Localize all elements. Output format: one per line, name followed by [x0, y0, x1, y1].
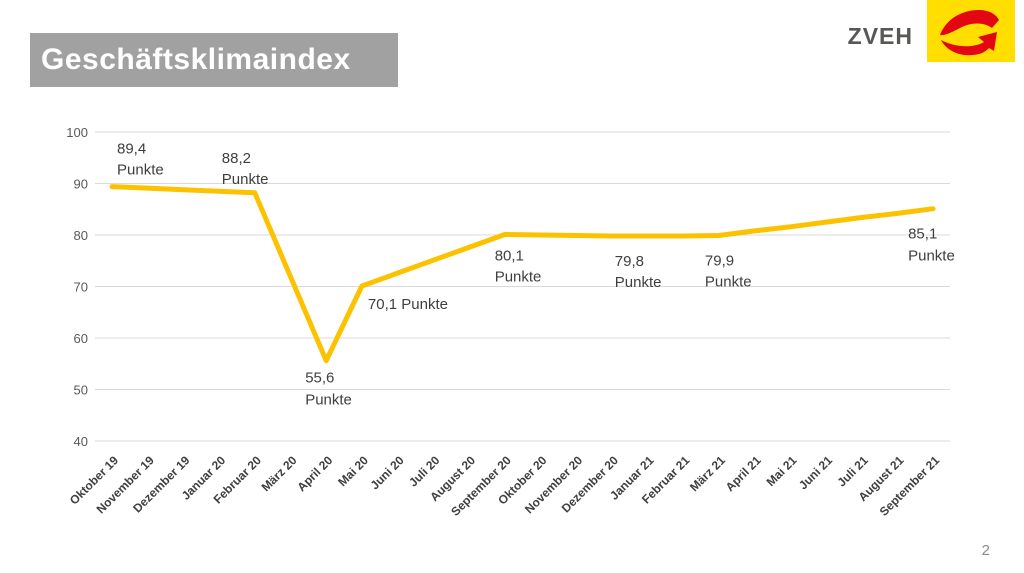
data-label: 80,1	[495, 247, 524, 264]
data-label: 89,4	[117, 141, 146, 158]
y-axis-label: 90	[74, 177, 88, 192]
data-label: 85,1	[908, 226, 937, 243]
data-label: Punkte	[305, 392, 352, 409]
y-axis-label: 100	[66, 125, 88, 140]
page-number: 2	[981, 542, 990, 559]
x-axis-label: Mai 20	[335, 453, 371, 489]
x-axis-label: Juni 20	[368, 453, 407, 492]
data-label: 79,9	[705, 253, 734, 270]
trend-line	[109, 184, 936, 364]
zveh-logo: ZVEH	[848, 0, 1015, 62]
data-label: 70,1 Punkte	[368, 296, 448, 313]
y-axis-label: 40	[74, 434, 88, 449]
zveh-logo-icon	[927, 0, 1015, 62]
x-axis-label: März 20	[259, 453, 300, 494]
y-axis-label: 60	[74, 331, 88, 346]
y-axis-label: 80	[74, 228, 88, 243]
data-label: Punkte	[222, 171, 269, 188]
y-axis-label: 70	[74, 280, 88, 295]
data-label: Punkte	[705, 274, 752, 291]
data-label: 79,8	[615, 253, 644, 270]
data-label: 55,6	[305, 370, 334, 387]
data-label: Punkte	[495, 268, 542, 285]
x-axis-label: April 21	[723, 453, 764, 494]
page-title: Geschäftsklimaindex	[30, 33, 398, 87]
x-axis-label: April 20	[294, 453, 335, 494]
x-axis-label: Juni 21	[796, 453, 835, 492]
zveh-logo-text: ZVEH	[847, 22, 913, 49]
y-axis-label: 50	[74, 383, 88, 398]
data-label: Punkte	[615, 274, 662, 291]
x-axis-label: Mai 21	[764, 453, 800, 489]
x-axis-label: März 21	[687, 453, 728, 494]
data-label: 88,2	[222, 150, 251, 167]
data-label: Punkte	[908, 248, 955, 265]
data-label: Punkte	[117, 162, 164, 179]
